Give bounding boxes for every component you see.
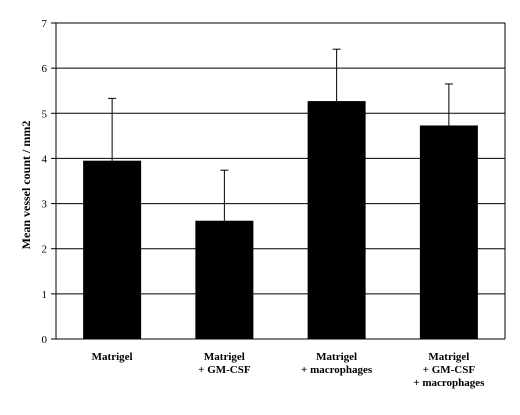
x-category-label-line: Matrigel <box>428 351 469 363</box>
x-category-label-line: + GM-CSF <box>198 364 251 376</box>
error-bars <box>108 48 453 221</box>
x-category-label-line: + macrophages <box>413 377 485 389</box>
x-category-label-line: Matrigel <box>316 351 357 363</box>
y-tick-label: 1 <box>42 289 48 301</box>
y-tick-label: 5 <box>42 108 48 120</box>
x-category-label-line: + macrophages <box>301 364 373 376</box>
x-category-label: Matrigel <box>92 351 133 363</box>
x-category-label-line: + GM-CSF <box>423 364 476 376</box>
y-tick-label: 6 <box>42 63 48 75</box>
x-category-label-line: Matrigel <box>92 351 133 363</box>
bar <box>83 160 142 339</box>
y-tick-label: 2 <box>42 244 48 256</box>
y-axis-title: Mean vessel count / mm2 <box>19 121 33 250</box>
y-tick-label: 7 <box>42 18 48 30</box>
y-tick-label: 0 <box>42 334 48 346</box>
bar <box>195 220 254 339</box>
y-tick-label: 3 <box>42 199 48 211</box>
x-category-label: Matrigel + GM-CSF <box>198 351 251 376</box>
y-tick-label: 4 <box>42 153 48 165</box>
x-category-label-line: Matrigel <box>204 351 245 363</box>
bar <box>419 125 478 339</box>
bar <box>307 101 366 340</box>
bars <box>83 101 478 340</box>
y-tick-labels: 0 1 2 3 4 5 6 7 <box>42 18 48 346</box>
x-category-label: Matrigel + GM-CSF + macrophages <box>413 351 485 389</box>
x-category-label: Matrigel + macrophages <box>301 351 373 376</box>
